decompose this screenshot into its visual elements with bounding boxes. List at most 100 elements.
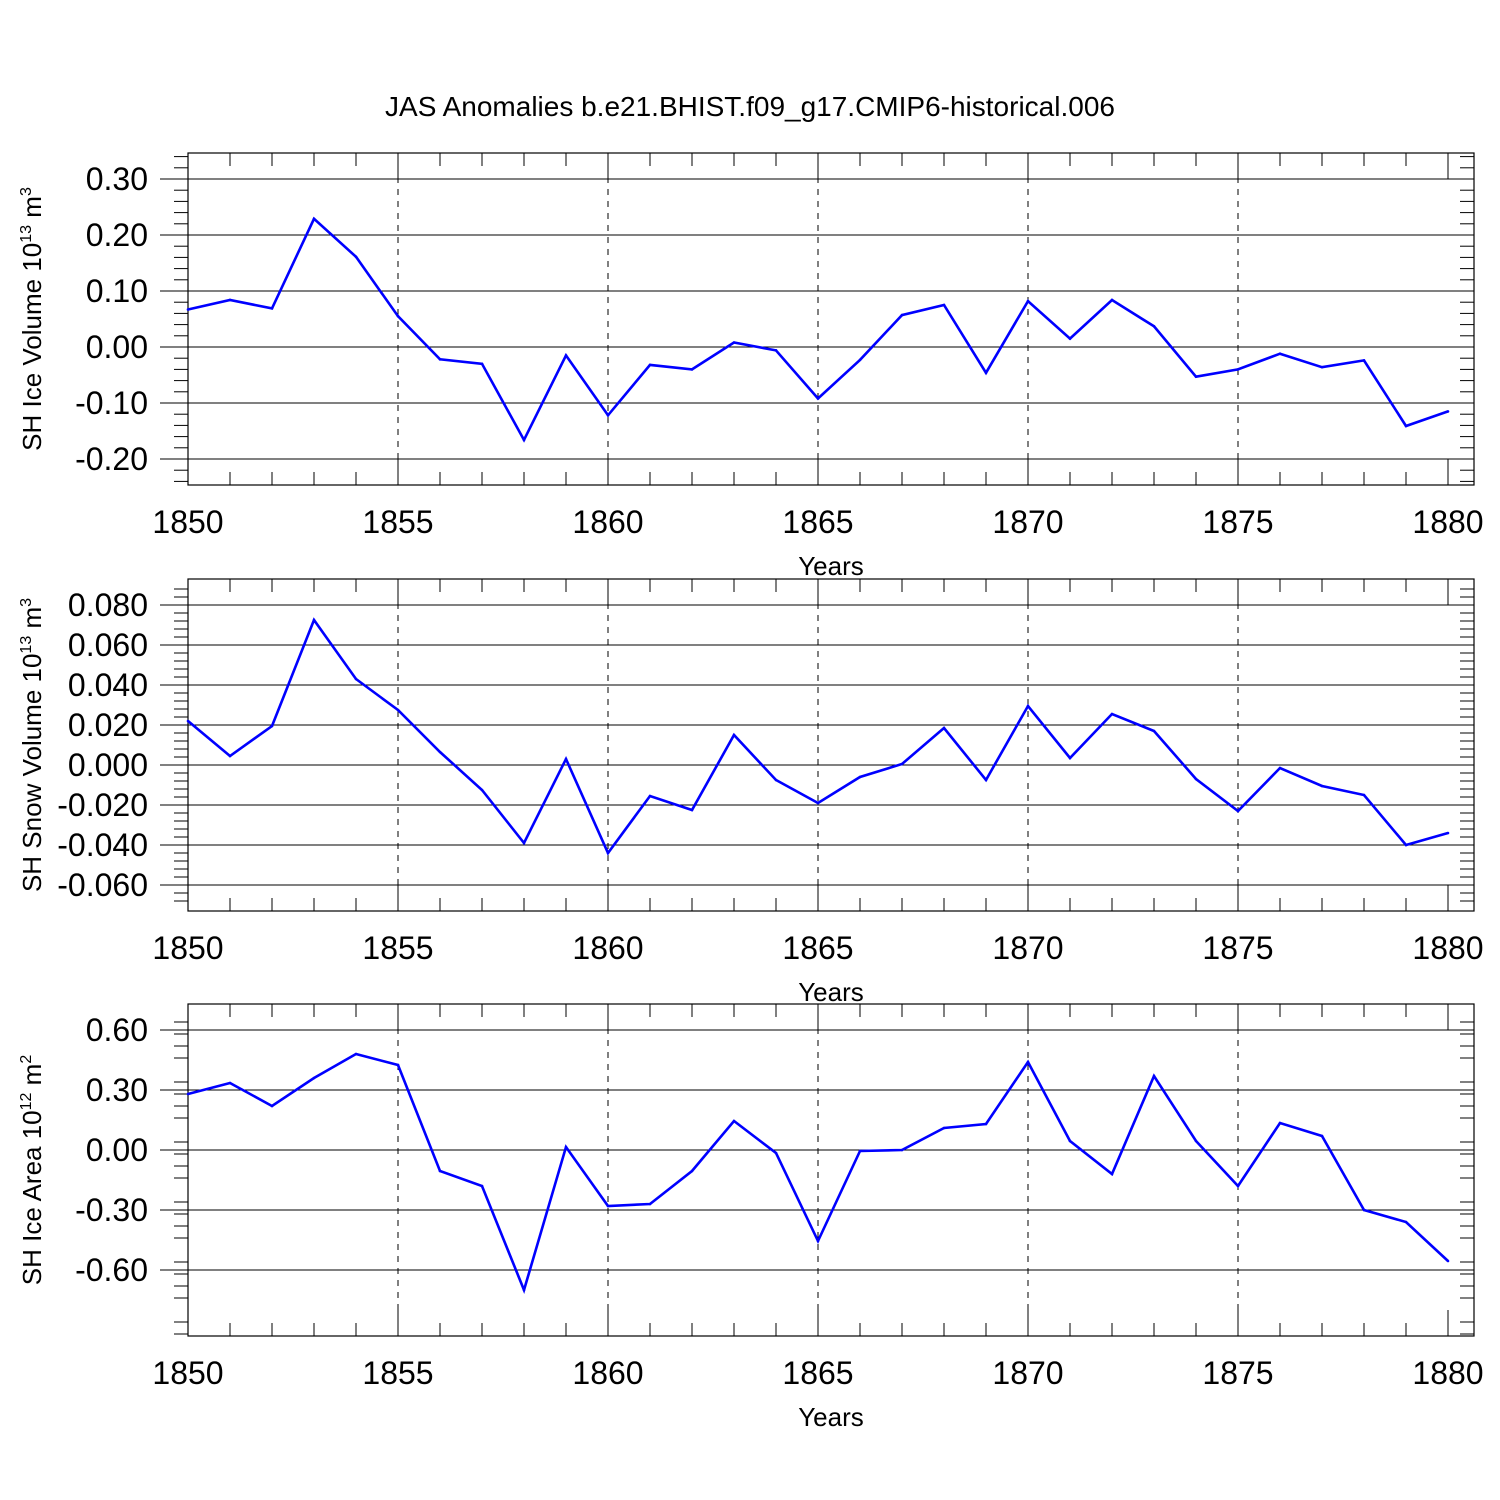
x-tick-label: 1870 — [992, 1355, 1063, 1391]
data-point — [1278, 766, 1282, 770]
x-tick-label: 1865 — [782, 504, 853, 540]
data-point — [774, 349, 778, 352]
data-point — [942, 303, 946, 307]
x-axis-label: Years — [798, 1402, 864, 1432]
x-tick-label: 1870 — [992, 504, 1063, 540]
x-tick-label: 1865 — [782, 1355, 853, 1391]
data-point — [1446, 831, 1450, 835]
data-point — [816, 397, 820, 400]
data-point — [1404, 843, 1408, 847]
data-point — [606, 1204, 610, 1208]
data-point — [732, 1119, 736, 1123]
axes: 0.080 0.060 0.040 0.020 0.000 -0.020 -0.040 -0.… — [57, 578, 1484, 966]
data-point — [396, 708, 400, 712]
data-point — [522, 1288, 526, 1292]
data-point — [690, 368, 694, 371]
y-tick-label: -0.020 — [57, 787, 148, 823]
x-tick-label: 1855 — [362, 1355, 433, 1391]
data-point — [900, 313, 904, 317]
y-tick-label: 0.040 — [68, 667, 148, 703]
y-axis-label: SH Snow Volume 1013 m3 — [17, 598, 47, 892]
data-point — [900, 762, 904, 766]
y-axis-label-unit-exponent: 2 — [18, 1055, 35, 1064]
x-tick-label: 1855 — [362, 504, 433, 540]
y-axis-label: SH Ice Area 1012 m2 — [17, 1055, 47, 1286]
data-point — [1068, 1139, 1072, 1143]
data-point — [270, 724, 274, 728]
data-point — [606, 414, 610, 417]
y-axis-label-base: SH Ice Volume 10 — [17, 243, 47, 451]
data-point — [186, 308, 190, 311]
y-axis-label-unit: m — [17, 196, 47, 225]
data-point — [1026, 704, 1030, 708]
y-axis-label-base: SH Ice Area 10 — [17, 1110, 47, 1285]
data-point — [690, 808, 694, 812]
x-tick-label: 1860 — [572, 1355, 643, 1391]
y-tick-label: 0.080 — [68, 587, 148, 623]
data-point — [312, 618, 316, 622]
panel-snow-volume: 0.080 0.060 0.040 0.020 0.000 -0.020 -0.040 -0.… — [17, 578, 1484, 1007]
y-axis-label-exponent: 12 — [18, 1092, 35, 1110]
y-axis-label-unit: m — [17, 1064, 47, 1093]
data-point — [1026, 1060, 1030, 1064]
data-point — [1110, 1172, 1114, 1176]
data-point — [1404, 1220, 1408, 1224]
data-point — [522, 438, 526, 442]
data-point — [1362, 793, 1366, 797]
data-point — [774, 778, 778, 782]
data-point — [858, 1149, 862, 1153]
y-axis-label-text: SH Snow Volume 1013 m3 — [17, 598, 47, 892]
y-axis-label-base: SH Snow Volume 10 — [17, 654, 47, 892]
data-point — [732, 341, 736, 344]
data-point — [648, 363, 652, 367]
x-axis-label: Years — [798, 551, 864, 581]
x-tick-label: 1865 — [782, 930, 853, 966]
y-axis-label-exponent: 13 — [18, 636, 35, 654]
data-point — [396, 314, 400, 318]
y-tick-label: 0.30 — [86, 1072, 148, 1108]
x-tick-label: 1850 — [152, 1355, 223, 1391]
data-point — [1320, 365, 1324, 369]
data-point — [396, 1063, 400, 1067]
data-point — [354, 677, 358, 681]
panel-ice-area: 0.60 0.30 0.00 -0.30 -0.60 1850 1855 1860 1865 18… — [17, 1003, 1484, 1432]
data-point — [1362, 1208, 1366, 1212]
data-point — [690, 1169, 694, 1173]
y-axis-label-text: SH Ice Volume 1013 m3 — [17, 187, 47, 451]
data-point — [228, 754, 232, 758]
data-point — [480, 1184, 484, 1188]
data-point — [1152, 324, 1156, 328]
data-point — [1152, 729, 1156, 733]
y-tick-label: 0.020 — [68, 707, 148, 743]
data-point — [858, 775, 862, 779]
y-tick-label: 0.000 — [68, 747, 148, 783]
data-point — [480, 362, 484, 366]
data-point — [312, 217, 316, 221]
x-tick-label: 1880 — [1412, 504, 1483, 540]
data-point — [1278, 1121, 1282, 1125]
y-axis-label-unit-exponent: 3 — [18, 187, 35, 196]
y-axis-label-unit: m — [17, 607, 47, 636]
data-point — [186, 1092, 190, 1096]
y-tick-label: -0.040 — [57, 827, 148, 863]
x-tick-label: 1860 — [572, 930, 643, 966]
data-point — [1194, 777, 1198, 781]
y-tick-label: 0.60 — [86, 1012, 148, 1048]
data-point — [564, 354, 568, 357]
data-point — [984, 1122, 988, 1126]
data-point — [648, 1202, 652, 1206]
data-point — [816, 1239, 820, 1243]
x-tick-label: 1850 — [152, 930, 223, 966]
data-point — [1236, 368, 1240, 371]
data-point — [816, 801, 820, 805]
x-tick-label: 1870 — [992, 930, 1063, 966]
data-point — [564, 757, 568, 761]
x-tick-label: 1875 — [1202, 504, 1273, 540]
data-point — [522, 841, 526, 845]
y-axis-label-exponent: 13 — [18, 225, 35, 243]
data-point — [984, 371, 988, 375]
plot-frame — [187, 152, 1475, 486]
data-point — [228, 298, 232, 302]
data-point — [564, 1145, 568, 1149]
y-axis-label-text: SH Ice Area 1012 m2 — [17, 1055, 47, 1286]
